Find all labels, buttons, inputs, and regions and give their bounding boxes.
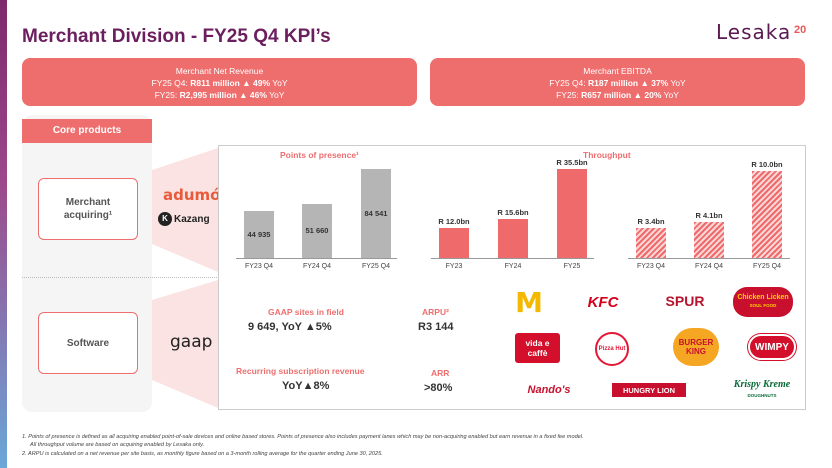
ebitda-fy: FY25: R657 million ▲ 20% YoY (556, 90, 679, 100)
net-revenue-q4: FY25 Q4: R811 million ▲ 49% YoY (151, 78, 288, 88)
kpi-chart-panel (218, 145, 806, 410)
gaap-sites-value: 9 649, YoY ▲5% (248, 321, 332, 333)
chart-1-value-label-2: R 35.5bn (556, 158, 588, 167)
page-number: 20 (794, 24, 807, 36)
chart-1-axis (431, 258, 594, 259)
kfc-logo: KFC (587, 293, 619, 311)
adumo-logo: adumó (163, 186, 221, 204)
burger-king-logo: BURGER KING (673, 328, 719, 366)
chicken-licken-logo: Chicken Licken SOUL FOOD (733, 287, 793, 317)
footnote-1: 1. Points of presence is defined as all … (22, 434, 584, 440)
ebitda-title: Merchant EBITDA (583, 66, 652, 76)
chart-1-tick-label-2: FY25 (563, 263, 581, 270)
net-revenue-title: Merchant Net Revenue (175, 66, 264, 76)
arr-value: >80% (424, 382, 453, 394)
nandos-logo: Nando's (527, 384, 571, 396)
software-pill: Software (38, 312, 138, 374)
chart-1-tick-label-0: FY23 (445, 263, 463, 270)
chart-2-bar-2 (752, 171, 782, 258)
chart-2-axis (628, 258, 790, 259)
mcdonalds-logo: M (515, 285, 543, 319)
gaap-sites-label: GAAP sites in field (268, 307, 344, 317)
spur-logo: SPUR (651, 290, 719, 312)
ebitda-kpi-box: Merchant EBITDA FY25 Q4: R187 million ▲ … (430, 58, 805, 106)
chart-0-tick-label-1: FY24 Q4 (302, 263, 331, 270)
chart-0-axis (236, 258, 397, 259)
chart-2-tick-label-1: FY24 Q4 (694, 263, 723, 270)
kazang-badge-icon: K (158, 212, 172, 226)
gaap-logo: gaap (170, 332, 213, 352)
net-revenue-kpi-box: Merchant Net Revenue FY25 Q4: R811 milli… (22, 58, 417, 106)
arr-label: ARR (431, 368, 450, 378)
chart-1-bar-0 (439, 228, 469, 258)
merchant-acquiring-pill: Merchant acquiring¹ (38, 178, 138, 240)
arpu-label: ARPU² (422, 307, 449, 317)
kazang-logo: K Kazang (158, 212, 210, 226)
core-products-heading: Core products (22, 119, 152, 143)
points-of-presence-title: Points of presence¹ (280, 150, 359, 160)
chart-1-value-label-1: R 15.6bn (497, 208, 529, 217)
chart-0-bar-0 (244, 211, 274, 258)
pizza-hut-logo: Pizza Hut (595, 332, 629, 366)
net-revenue-fy: FY25: R2,995 million ▲ 46% YoY (154, 90, 285, 100)
chart-2-bar-1 (694, 222, 724, 258)
recurring-revenue-value: YoY▲8% (282, 380, 330, 392)
chart-1-value-label-0: R 12.0bn (438, 217, 470, 226)
page-title: Merchant Division - FY25 Q4 KPI’s (22, 26, 331, 47)
chart-0-value-label-0: 44 935 (247, 229, 271, 239)
chart-0-bar-1 (302, 204, 332, 258)
footnote-2: 2. ARPU is calculated on a net revenue p… (22, 451, 383, 457)
lesaka-logo: Lesaka (716, 20, 792, 44)
chart-2-tick-label-0: FY23 Q4 (636, 263, 665, 270)
throughput-title: Throughput (583, 150, 631, 160)
kazang-label: Kazang (174, 213, 210, 225)
chart-1-bar-2 (557, 169, 587, 258)
ebitda-q4: FY25 Q4: R187 million ▲ 37% YoY (549, 78, 686, 88)
chart-0-value-label-2: 84 541 (364, 208, 388, 218)
chart-0-bar-2 (361, 169, 391, 258)
chart-1-tick-label-1: FY24 (504, 263, 522, 270)
hungry-lion-logo: HUNGRY LION (612, 383, 686, 397)
footnote-1b: All throughput volume are based on acqui… (30, 442, 205, 448)
wimpy-logo: WIMPY (748, 334, 796, 360)
chart-0-tick-label-2: FY25 Q4 (361, 263, 390, 270)
chart-2-tick-label-2: FY25 Q4 (752, 263, 781, 270)
chart-1-bar-1 (498, 219, 528, 258)
chart-2-value-label-1: R 4.1bn (695, 211, 723, 220)
chart-0-value-label-1: 51 660 (305, 226, 329, 235)
chart-2-value-label-2: R 10.0bn (751, 160, 783, 169)
chart-2-bar-0 (636, 228, 666, 258)
left-accent-bar (0, 0, 7, 468)
chart-2-value-label-0: R 3.4bn (637, 217, 665, 226)
recurring-revenue-label: Recurring subscription revenue (236, 366, 365, 376)
vida-logo: vida e caffè (515, 333, 560, 363)
arpu-value: R3 144 (418, 321, 454, 333)
chart-0-tick-label-0: FY23 Q4 (244, 263, 273, 270)
krispy-kreme-logo: Krispy Kreme DOUGHNUTS (733, 379, 791, 398)
